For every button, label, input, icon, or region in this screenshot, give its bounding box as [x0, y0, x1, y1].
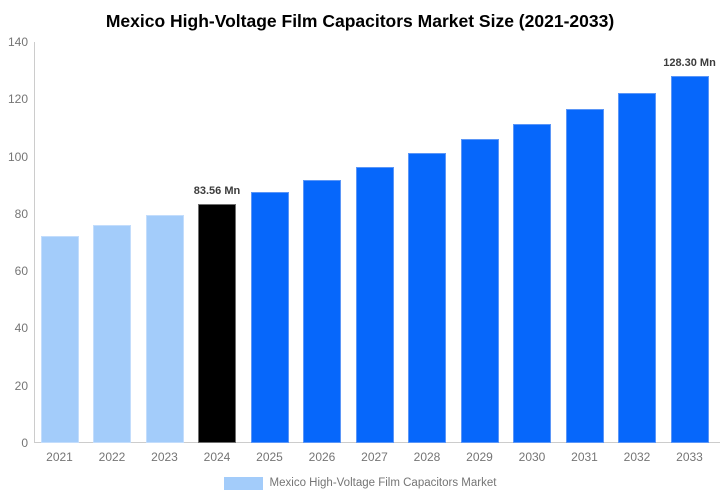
x-tick-label-2022: 2022	[98, 450, 126, 464]
x-tick-label-2029: 2029	[466, 450, 493, 464]
x-tick-label-2028: 2028	[413, 450, 441, 464]
bar-2032[interactable]	[618, 92, 656, 443]
y-tick-label-20: 20	[14, 378, 28, 393]
y-tick-label-100: 100	[7, 149, 28, 164]
bar-2030[interactable]	[513, 124, 551, 443]
bar-2022[interactable]	[93, 225, 131, 443]
bar-2033[interactable]	[670, 75, 709, 443]
x-tick-label-2024: 2024	[203, 450, 231, 464]
legend-swatch	[223, 476, 263, 490]
bar-2024[interactable]	[198, 203, 236, 443]
x-tick-label-2033: 2033	[676, 450, 703, 464]
y-tick-label-80: 80	[14, 206, 28, 221]
x-tick-label-2031: 2031	[571, 450, 598, 464]
x-tick-label-2030: 2030	[518, 450, 546, 464]
x-tick-label-2025: 2025	[256, 450, 283, 464]
legend-label: Mexico High-Voltage Film Capacitors Mark…	[269, 477, 497, 489]
bar-2027[interactable]	[355, 166, 394, 443]
y-axis-line	[34, 42, 35, 443]
y-tick-label-140: 140	[7, 35, 28, 49]
bar-annotation-2033: 128.30 Mn	[663, 56, 716, 69]
bar-2026[interactable]	[303, 179, 341, 443]
bar-2021[interactable]	[40, 235, 79, 443]
x-tick-label-2021: 2021	[46, 450, 73, 464]
y-tick-label-120: 120	[7, 92, 28, 107]
y-tick-label-0: 0	[21, 436, 28, 450]
x-tick-label-2032: 2032	[623, 450, 651, 464]
y-tick-label-60: 60	[14, 264, 28, 279]
plot-area	[34, 42, 720, 443]
bar-2028[interactable]	[408, 153, 446, 443]
x-tick-label-2027: 2027	[361, 450, 388, 464]
x-tick-label-2026: 2026	[308, 450, 336, 464]
bar-2025[interactable]	[250, 191, 289, 443]
y-tick-label-40: 40	[14, 321, 28, 336]
legend-item[interactable]: Mexico High-Voltage Film Capacitors Mark…	[0, 476, 720, 490]
bar-2023[interactable]	[145, 214, 184, 443]
chart-title: Mexico High-Voltage Film Capacitors Mark…	[105, 11, 615, 31]
bar-annotation-2024: 83.56 Mn	[193, 184, 241, 197]
x-tick-label-2023: 2023	[151, 450, 178, 464]
bar-2031[interactable]	[565, 108, 604, 443]
bar-2029[interactable]	[460, 139, 499, 443]
